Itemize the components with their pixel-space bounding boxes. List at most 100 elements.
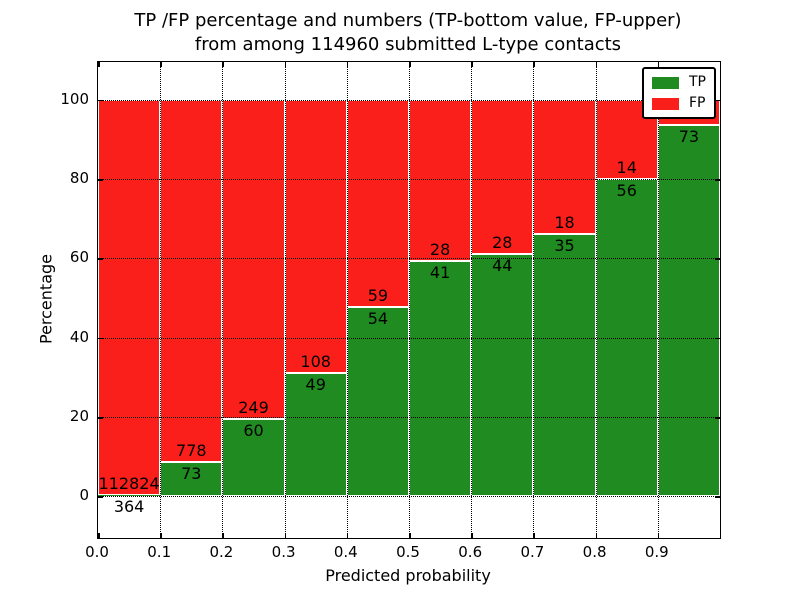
legend-label-tp: TP	[689, 74, 706, 90]
x-tick-label-0.5: 0.5	[396, 543, 420, 561]
legend-item-tp: TP	[652, 75, 706, 90]
bar-segment-fp-5	[409, 99, 472, 261]
annotation-tp-4: 54	[367, 308, 389, 328]
x-tick-top-5	[409, 62, 411, 67]
bar-segment-tp-9	[657, 125, 720, 497]
annotation-fp-5: 28	[429, 239, 451, 259]
annotation-tp-6: 44	[492, 255, 513, 275]
bar-segment-tp-3	[284, 372, 347, 497]
y-tick-right-40	[715, 337, 720, 340]
y-tick-label-60: 60	[69, 248, 89, 267]
annotation-fp-8: 14	[616, 158, 637, 178]
x-tick-label-0.1: 0.1	[147, 543, 172, 561]
y-tick-left-80	[98, 179, 103, 181]
bar-segment-tp-5	[409, 260, 472, 497]
x-tick-label-0.9: 0.9	[644, 543, 669, 561]
legend-item-fp: FP	[652, 96, 706, 111]
annotation-tp-3: 49	[305, 374, 326, 394]
x-tick-bottom-1	[160, 533, 162, 538]
bar-segment-fp-2	[222, 99, 285, 420]
annotation-fp-6: 28	[492, 232, 513, 252]
annotation-tp-7: 35	[554, 236, 575, 256]
x-tick-top-3	[284, 62, 287, 67]
x-tick-bottom-5	[409, 533, 411, 538]
annotation-tp-0: 364	[113, 497, 145, 517]
grid-line-v-5	[409, 62, 410, 538]
annotation-fp-4: 59	[367, 285, 389, 305]
annotation-tp-8: 56	[616, 181, 637, 201]
y-tick-label-40: 40	[69, 327, 89, 346]
y-tick-label-80: 80	[69, 169, 89, 188]
x-tick-label-0.0: 0.0	[85, 543, 109, 561]
annotation-fp-0: 112824	[98, 474, 160, 494]
x-tick-label-0.4: 0.4	[333, 543, 358, 561]
annotation-tp-9: 73	[678, 127, 700, 147]
chart-title: TP /FP percentage and numbers (TP-bottom…	[97, 9, 719, 57]
x-tick-top-7	[533, 62, 535, 67]
y-tick-right-60	[715, 258, 720, 260]
bar-segment-fp-1	[160, 99, 223, 463]
y-tick-right-0	[715, 496, 720, 498]
x-tick-bottom-6	[471, 533, 473, 538]
grid-line-v-8	[595, 62, 597, 538]
grid-line-v-2	[222, 62, 224, 538]
x-tick-top-9	[657, 62, 660, 67]
x-tick-bottom-0	[98, 533, 100, 538]
annotation-tp-5: 41	[429, 262, 451, 282]
y-tick-label-20: 20	[69, 407, 89, 426]
x-tick-bottom-3	[284, 533, 287, 538]
y-tick-right-80	[715, 179, 720, 181]
grid-line-v-7	[533, 62, 535, 538]
bar-segment-tp-6	[471, 253, 534, 497]
x-tick-top-4	[346, 62, 349, 67]
y-tick-label-100: 100	[60, 89, 89, 108]
legend-swatch-tp	[652, 76, 679, 89]
x-tick-top-6	[471, 62, 473, 67]
x-tick-label-0.8: 0.8	[582, 543, 607, 561]
x-tick-bottom-4	[346, 533, 349, 538]
annotation-fp-2: 249	[238, 398, 269, 418]
bar-segment-fp-6	[471, 99, 534, 254]
x-axis-label: Predicted probability	[325, 566, 491, 585]
x-tick-label-0.7: 0.7	[520, 543, 545, 561]
bar-segment-tp-0	[98, 495, 161, 497]
x-tick-bottom-2	[222, 533, 224, 538]
annotation-fp-1: 778	[176, 441, 207, 461]
y-tick-left-40	[98, 337, 103, 340]
bar-segment-fp-4	[346, 99, 409, 307]
y-tick-left-100	[98, 99, 103, 102]
y-tick-label-0: 0	[79, 486, 89, 505]
annotation-tp-1: 73	[181, 464, 202, 484]
y-tick-right-20	[715, 417, 720, 419]
grid-line-v-6	[471, 62, 473, 538]
x-tick-top-1	[160, 62, 162, 67]
grid-line-v-4	[346, 62, 348, 538]
x-tick-label-0.6: 0.6	[458, 543, 483, 561]
grid-line-v-3	[284, 62, 286, 538]
y-tick-left-20	[98, 417, 103, 419]
bar-segment-tp-7	[533, 234, 596, 497]
annotation-fp-7: 18	[554, 213, 575, 233]
x-tick-top-2	[222, 62, 224, 67]
x-tick-bottom-9	[657, 533, 660, 538]
bar-segment-tp-2	[222, 419, 285, 497]
x-tick-label-0.3: 0.3	[271, 543, 296, 561]
y-tick-left-0	[98, 496, 103, 498]
x-tick-label-0.2: 0.2	[209, 543, 234, 561]
bar-segment-fp-0	[98, 99, 161, 496]
bar-segment-tp-4	[346, 306, 409, 497]
y-tick-left-60	[98, 258, 103, 260]
chart-title-line1: TP /FP percentage and numbers (TP-bottom…	[134, 10, 682, 31]
annotation-fp-3: 108	[300, 351, 331, 371]
x-tick-bottom-7	[533, 533, 535, 538]
x-tick-bottom-8	[595, 533, 598, 538]
grid-line-v-9	[657, 62, 659, 538]
annotation-tp-2: 60	[243, 421, 264, 441]
y-tick-right-100	[715, 99, 720, 102]
legend-swatch-fp	[652, 97, 679, 110]
plot-area: TP FP 112824 364 778 73 249 60 108 49 59 54 28 41 28…	[97, 61, 721, 539]
chart-title-line2: from among 114960 submitted L-type conta…	[194, 34, 622, 55]
legend: TP FP	[642, 67, 716, 119]
bar-segment-fp-3	[284, 99, 347, 373]
